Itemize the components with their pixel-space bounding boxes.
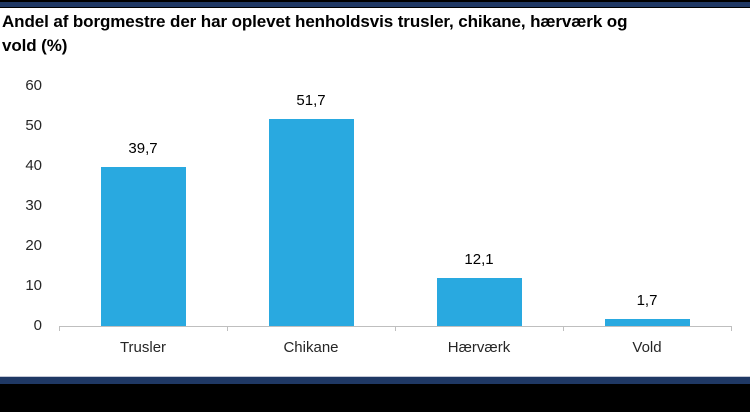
bar-value-label: 1,7 <box>636 292 658 309</box>
bar-hærværk <box>437 278 522 326</box>
y-axis-tick-label: 60 <box>25 77 42 94</box>
y-axis-tick-label: 20 <box>25 237 42 254</box>
top-border-band <box>0 0 750 8</box>
y-axis-tick-label: 50 <box>25 117 42 134</box>
bottom-border-band <box>0 377 750 384</box>
y-axis-tick-label: 30 <box>25 197 42 214</box>
x-axis-category-label: Chikane <box>283 339 339 356</box>
chart-title-line2: vold (%) <box>2 36 68 55</box>
footer-black-band <box>0 384 750 412</box>
chart-title: Andel af borgmestre der har oplevet henh… <box>2 10 742 58</box>
bar-chikane <box>269 119 354 326</box>
x-axis-tick <box>563 326 564 331</box>
bar-value-label: 51,7 <box>296 92 326 109</box>
bar-chart: 0 10 20 30 40 50 60 39,7 Trusler 51,7 Chikane 12,1 H… <box>25 77 732 356</box>
y-axis-tick-label: 0 <box>33 317 42 334</box>
x-axis-category-label: Trusler <box>119 339 167 356</box>
x-axis-category-label: Vold <box>632 339 662 356</box>
bar-trusler <box>101 167 186 326</box>
y-axis-tick-label: 10 <box>25 277 42 294</box>
bar-value-label: 12,1 <box>464 251 494 268</box>
x-axis-category-label: Hærværk <box>447 339 511 356</box>
chart-title-line1: Andel af borgmestre der har oplevet henh… <box>2 12 628 31</box>
bottom-thin-divider <box>0 376 750 377</box>
x-axis-tick <box>731 326 732 331</box>
bar-vold <box>605 319 690 326</box>
bar-value-label: 39,7 <box>128 140 158 157</box>
x-axis-tick <box>227 326 228 331</box>
x-axis-tick <box>59 326 60 331</box>
x-axis-tick <box>395 326 396 331</box>
y-axis-tick-label: 40 <box>25 157 42 174</box>
